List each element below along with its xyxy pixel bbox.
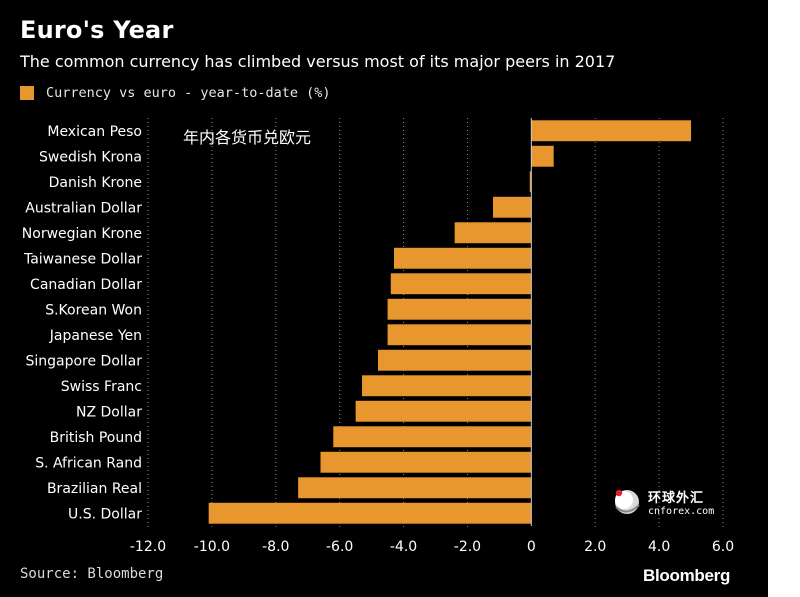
cnforex-logo-icon (615, 489, 640, 514)
x-tick-label: 0 (527, 539, 536, 555)
bar (355, 400, 532, 422)
category-label: Brazilian Real (47, 481, 142, 497)
bar (320, 451, 532, 473)
x-tick-label: 2.0 (584, 539, 606, 555)
bar (531, 120, 692, 142)
category-label: S. African Rand (35, 455, 142, 471)
bar (387, 324, 532, 346)
chart-panel: Euro's Year The common currency has clim… (0, 0, 768, 597)
cnforex-domain: cnforex.com (648, 506, 715, 517)
category-label: S.Korean Won (45, 302, 142, 318)
bar (454, 222, 532, 244)
x-tick-label: 4.0 (648, 539, 670, 555)
x-tick-label: -6.0 (326, 539, 353, 555)
category-label: Mexican Peso (47, 124, 142, 140)
cnforex-watermark: 环球外汇 cnforex.com (612, 487, 752, 521)
legend: Currency vs euro - year-to-date (%) (20, 85, 330, 101)
source-note: Source: Bloomberg (20, 566, 164, 582)
legend-label: Currency vs euro - year-to-date (%) (46, 85, 331, 101)
bar (390, 273, 532, 295)
bar (387, 298, 532, 320)
chinese-caption: 年内各货币兑欧元 (183, 128, 312, 147)
category-label: Taiwanese Dollar (23, 251, 142, 267)
category-label: NZ Dollar (76, 404, 142, 420)
bar-chart: Mexican Peso Swedish Krona Danish Krone Aus… (22, 118, 734, 555)
bar (362, 375, 532, 397)
cnforex-name: 环球外汇 (648, 491, 705, 506)
category-label: Swiss Franc (61, 379, 142, 395)
category-label: Australian Dollar (25, 200, 142, 216)
bar (529, 171, 532, 193)
bar (531, 145, 554, 167)
x-tick-label: -12.0 (130, 539, 166, 555)
category-label: U.S. Dollar (68, 506, 142, 522)
bar (393, 247, 532, 269)
bar (333, 426, 532, 448)
category-label: Singapore Dollar (25, 353, 142, 369)
chart-subtitle: The common currency has climbed versus m… (20, 52, 616, 71)
category-label: Canadian Dollar (30, 277, 142, 293)
x-tick-label: -10.0 (194, 539, 230, 555)
x-tick-label: -8.0 (262, 539, 289, 555)
bloomberg-logo: Bloomberg (643, 566, 731, 585)
category-label: Swedish Krona (39, 149, 142, 165)
x-tick-label: 6.0 (712, 539, 734, 555)
x-tick-label: -2.0 (454, 539, 481, 555)
category-label: Japanese Yen (49, 328, 142, 344)
chart-title: Euro's Year (20, 16, 174, 44)
bar (298, 477, 532, 499)
bar (378, 349, 532, 371)
bar (493, 196, 532, 218)
category-label: Danish Krone (49, 175, 142, 191)
x-tick-label: -4.0 (390, 539, 417, 555)
category-label: British Pound (50, 430, 142, 446)
legend-swatch (20, 86, 34, 100)
category-label: Norwegian Krone (22, 226, 142, 242)
bar (208, 502, 532, 524)
